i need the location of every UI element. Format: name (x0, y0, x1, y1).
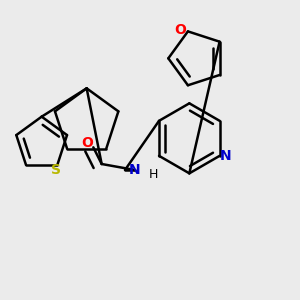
Text: N: N (129, 163, 141, 177)
Text: N: N (220, 149, 232, 163)
Text: H: H (148, 167, 158, 181)
Text: O: O (175, 23, 187, 38)
Text: O: O (81, 136, 93, 150)
Text: S: S (51, 163, 61, 177)
